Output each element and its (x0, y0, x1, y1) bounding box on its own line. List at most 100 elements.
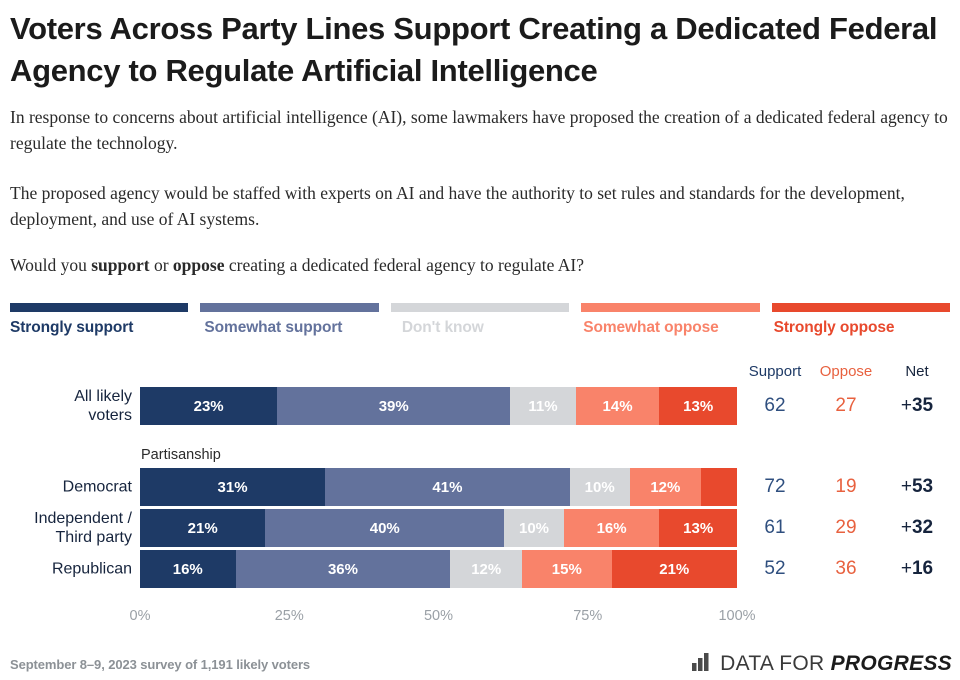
stat-net-sign: + (900, 517, 912, 538)
stacked-bar: 16% 36% 12% 15% 21% (140, 550, 737, 588)
legend-swatch (10, 303, 189, 312)
stat-oppose: 19 (835, 476, 857, 497)
bar-segment[interactable]: 23% (140, 387, 278, 425)
question-oppose-word: oppose (172, 255, 225, 275)
row-label-line: All likely (74, 388, 132, 405)
stat-net-value: 16 (911, 558, 934, 579)
bar-segment[interactable]: 12% (629, 468, 702, 506)
column-header-oppose: Oppose (819, 363, 873, 380)
row-label-line: Third party (55, 529, 132, 546)
legend-item[interactable]: Strongly support (10, 303, 189, 348)
legend-label: Strongly support (10, 319, 134, 336)
stat-net: +35 (882, 395, 952, 417)
group-heading-partisanship: Partisanship (141, 447, 221, 463)
question-post: creating a dedicated federal agency to r… (224, 255, 584, 275)
logo-text-bold: PROGRESS (830, 652, 952, 675)
stat-net-value: 32 (911, 517, 934, 538)
stat-oppose: 27 (835, 395, 857, 416)
bar-segment[interactable]: 36% (235, 550, 451, 588)
row-label-line: Democrat (62, 478, 132, 496)
stat-support: 62 (764, 395, 786, 416)
bar-segment[interactable]: 10% (504, 509, 564, 547)
axis-tick-label: 25% (274, 608, 304, 624)
question-mid: or (149, 255, 173, 275)
row-stats: 52 36 +16 (740, 550, 955, 588)
stacked-bar: 21% 40% 10% 16% 13% (140, 509, 737, 547)
stat-support: 61 (764, 517, 786, 538)
stat-column-headers: Support Oppose Net (740, 363, 955, 380)
bar-segment[interactable]: 13% (659, 387, 737, 425)
legend-swatch (581, 303, 760, 312)
bar-segment[interactable]: 41% (325, 468, 570, 506)
stat-net: +53 (882, 476, 952, 498)
stat-net-value: 53 (911, 476, 934, 497)
stat-net: +32 (882, 517, 952, 539)
legend-item[interactable]: Strongly oppose (771, 303, 951, 348)
stat-support: 72 (764, 476, 786, 497)
stat-oppose: 36 (835, 558, 857, 579)
question-text: Would you support or oppose creating a d… (10, 252, 955, 278)
row-label-line: Republican (51, 560, 132, 578)
row-label: Independent / Third party (0, 509, 132, 547)
row-stats: 62 27 +35 (740, 387, 955, 425)
bar-segment[interactable]: 13% (659, 509, 737, 547)
legend-swatch (771, 303, 951, 312)
axis-tick-label: 50% (423, 608, 454, 624)
legend-label: Strongly oppose (773, 319, 895, 336)
legend-item[interactable]: Somewhat support (200, 303, 379, 348)
chart-row: Republican 16% 36% 12% 15% 21% 52 36 +16 (0, 550, 960, 588)
stat-net-value: 35 (911, 395, 934, 416)
row-label-line: voters (88, 407, 132, 424)
bar-segment[interactable]: 11% (510, 387, 576, 425)
question-support-word: support (91, 255, 150, 275)
stacked-bar: 31% 41% 10% 12% (140, 468, 737, 506)
stat-net-sign: + (900, 558, 912, 579)
axis-tick-label: 100% (718, 608, 756, 624)
bar-segment[interactable]: 21% (140, 509, 266, 547)
legend-item[interactable]: Don't know (390, 303, 570, 348)
bar-segment[interactable]: 39% (277, 387, 511, 425)
bar-segment[interactable]: 15% (522, 550, 612, 588)
bar-segment[interactable]: 21% (611, 550, 737, 588)
legend-item[interactable]: Somewhat oppose (581, 303, 760, 348)
bar-segment[interactable]: 10% (569, 468, 630, 506)
logo-text-light: DATA FOR (720, 652, 831, 675)
column-header-net: Net (905, 363, 929, 380)
bar-segment[interactable]: 40% (265, 509, 505, 547)
bar-segment[interactable]: 16% (563, 509, 660, 547)
survey-note: September 8–9, 2023 survey of 1,191 like… (10, 657, 311, 672)
chart-row: Independent / Third party 21% 40% 10% 16% 13% 6… (0, 509, 960, 547)
row-label: Democrat (0, 478, 132, 497)
bar-segment[interactable] (701, 468, 737, 506)
stat-oppose: 29 (835, 517, 857, 538)
stat-net-sign: + (900, 476, 912, 497)
chart-row: All likely voters 23% 39% 11% 14% 13% 62 27 +35 (0, 387, 960, 425)
legend-label: Don't know (401, 319, 484, 336)
bar-segment[interactable]: 16% (140, 550, 236, 588)
axis-tick-label: 75% (573, 608, 603, 624)
row-stats: 72 19 +53 (740, 468, 955, 506)
row-label: All likely voters (0, 387, 132, 425)
row-label: Republican (0, 560, 132, 579)
row-stats: 61 29 +32 (740, 509, 955, 547)
chart-area: Support Oppose Net Partisanship All like… (0, 355, 960, 645)
page-title: Voters Across Party Lines Support Creati… (10, 11, 938, 88)
legend-swatch (200, 303, 379, 312)
bar-segment[interactable]: 31% (140, 468, 326, 506)
logo-text: DATA FOR PROGRESS (720, 652, 952, 676)
column-header-support: Support (748, 363, 802, 380)
bar-segment[interactable]: 14% (575, 387, 660, 425)
chart-legend: Strongly support Somewhat support Don't kn… (10, 303, 951, 348)
bar-chart-icon (692, 652, 712, 676)
stat-net: +16 (882, 558, 952, 580)
bar-segment[interactable]: 12% (450, 550, 523, 588)
legend-label: Somewhat oppose (583, 319, 719, 336)
axis-tick-label: 0% (129, 608, 151, 624)
chart-row: Democrat 31% 41% 10% 12% 72 19 +53 (0, 468, 960, 506)
question-pre: Would you (10, 255, 92, 275)
intro-paragraph-2: The proposed agency would be staffed wit… (10, 183, 905, 229)
intro-paragraph-1: In response to concerns about artificial… (10, 107, 948, 153)
stacked-bar: 23% 39% 11% 14% 13% (140, 387, 737, 425)
stat-net-sign: + (900, 395, 912, 416)
